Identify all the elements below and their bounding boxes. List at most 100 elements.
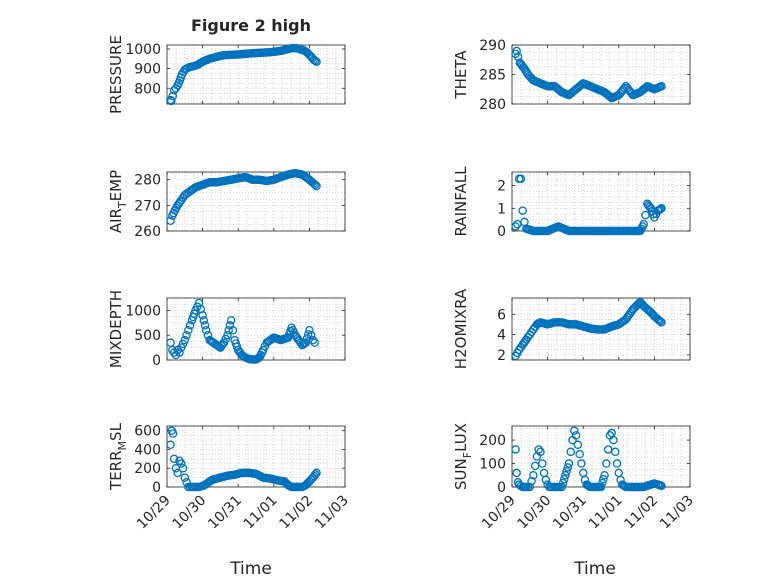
y-tick-label: 200: [479, 433, 506, 449]
data-point: [577, 459, 586, 468]
y-tick-label: 200: [134, 461, 161, 477]
data-point: [614, 468, 624, 478]
data-point: [166, 338, 175, 347]
y-label-main: RAINFALL: [452, 166, 470, 237]
data-point: [563, 463, 573, 472]
subplot-terr_msl: 0 200 400 600 10/2910/3010/3111/0111/0211/03…: [107, 422, 352, 532]
data-point: [654, 316, 664, 325]
y-tick-label: 600: [134, 424, 161, 440]
y-tick-label: 280: [479, 97, 506, 113]
data-point: [564, 459, 574, 468]
y-label-tail: EMP: [107, 170, 125, 201]
data-point: [226, 316, 236, 325]
data-point: [310, 180, 320, 190]
y-tick-label: 0: [497, 480, 506, 496]
data-point: [168, 91, 177, 101]
y-label-subscript: F: [461, 452, 474, 458]
y-label-subscript: M: [116, 441, 129, 451]
y-label-main: MIXDEPTH: [107, 290, 125, 368]
y-tick-label: 900: [134, 62, 161, 78]
data-point: [228, 325, 238, 335]
data-point: [596, 482, 606, 492]
y-label-main: THETA: [452, 50, 470, 100]
data-point: [575, 449, 584, 459]
y-label-main: H2OMIXRA: [452, 288, 470, 369]
data-point: [612, 459, 622, 468]
subplot-h2omixra: 2 4 6 H2OMIXRA: [452, 288, 691, 369]
axes-box: [166, 44, 346, 105]
data-point: [609, 435, 618, 445]
y-tick-label: 400: [134, 442, 161, 458]
data-point: [512, 468, 521, 478]
y-tick-label: 1000: [125, 303, 161, 319]
y-tick-label: 6: [497, 307, 506, 323]
data-point: [175, 348, 184, 357]
figure-title: Figure 2 high: [191, 16, 311, 35]
data-point: [310, 338, 319, 347]
data-point: [182, 330, 191, 340]
data-point: [657, 481, 666, 491]
x-tick-label: 10/29: [134, 493, 174, 533]
y-tick-label: 0: [152, 353, 161, 369]
x-tick-label: 11/03: [657, 493, 697, 533]
data-point: [301, 338, 311, 347]
data-point: [200, 321, 210, 330]
x-tick-label: 11/02: [276, 493, 316, 533]
y-label-tail: LUX: [452, 423, 470, 452]
data-point: [525, 482, 535, 492]
data-point: [645, 202, 654, 212]
data-point: [516, 174, 526, 184]
data-point: [178, 463, 188, 473]
y-axis-label: H2OMIXRA: [452, 288, 470, 369]
data-point: [557, 482, 567, 492]
y-tick-label: 1000: [125, 42, 161, 58]
data-point: [610, 447, 620, 457]
data-point: [559, 474, 569, 484]
data-point: [628, 304, 638, 314]
y-tick-label: 290: [479, 38, 506, 54]
y-axis-label: PRESSURE: [107, 35, 125, 114]
x-tick-label: 10/31: [205, 493, 245, 533]
subplot-air_temp: 260 270 280 AIRTEMP: [107, 169, 346, 240]
data-point: [657, 204, 666, 213]
y-axis-label: RAINFALL: [452, 166, 470, 237]
data-point: [600, 471, 609, 480]
data-point: [562, 467, 571, 476]
data-point: [534, 445, 543, 454]
data-point: [656, 317, 665, 326]
data-point: [634, 299, 643, 308]
data-point: [511, 445, 520, 454]
subplot-theta: 280 285 290 THETA: [452, 38, 691, 113]
y-axis-label: AIRTEMP: [107, 170, 129, 233]
y-label-main: SUN: [452, 458, 470, 490]
x-tick-label: 11/02: [621, 493, 661, 533]
y-tick-label: 500: [134, 328, 161, 344]
x-tick-label: 10/29: [479, 493, 519, 533]
x-axis-label-right: Time: [573, 559, 616, 579]
data-point: [199, 316, 209, 325]
x-tick-label: 10/30: [515, 493, 555, 533]
data-point: [573, 440, 583, 450]
y-axis-label: MIXDEPTH: [107, 290, 125, 368]
data-point: [168, 429, 178, 438]
axes-box: [166, 171, 346, 232]
data-point: [201, 325, 211, 335]
data-point: [513, 219, 522, 229]
data-point: [300, 339, 309, 348]
y-axis-label: SUNFLUX: [452, 423, 474, 490]
data-point: [180, 335, 190, 345]
y-tick-label: 100: [479, 457, 506, 473]
data-point: [602, 459, 611, 468]
x-tick-label: 11/01: [241, 493, 281, 533]
y-tick-label: 285: [479, 68, 506, 84]
data-point: [558, 478, 568, 488]
data-point: [566, 447, 575, 457]
y-tick-label: 260: [134, 224, 161, 240]
y-axis-label: THETA: [452, 50, 470, 100]
data-point: [310, 56, 320, 65]
data-point: [530, 461, 540, 471]
data-point: [511, 222, 520, 231]
